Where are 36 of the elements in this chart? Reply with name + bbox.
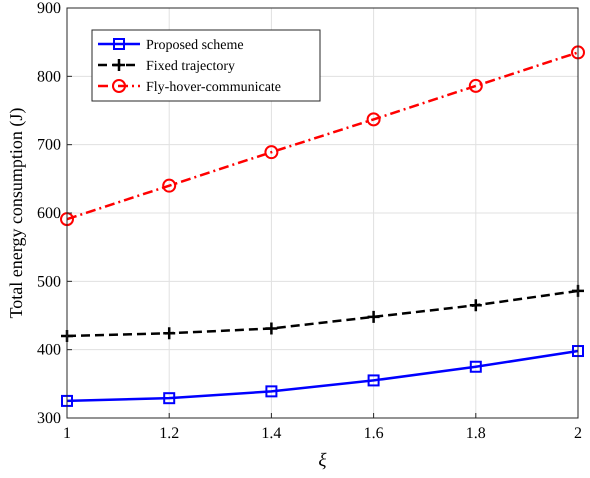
point [470, 360, 482, 373]
point [572, 345, 584, 358]
point [60, 328, 74, 344]
legend-label: Fixed trajectory [146, 59, 236, 74]
point [264, 321, 279, 336]
x-tick-label: 1.6 [364, 425, 384, 442]
point [468, 298, 484, 312]
y-tick-label: 900 [37, 0, 61, 17]
point [366, 112, 381, 126]
point [162, 178, 176, 193]
x-axis-title: ξ [318, 450, 328, 471]
point [366, 310, 381, 324]
y-tick-label: 800 [37, 68, 61, 86]
legend-label: Fly-hover-communicate [146, 80, 282, 95]
x-tick-label: 1 [63, 425, 71, 442]
x-tick-label: 1.8 [466, 425, 486, 442]
point [60, 212, 74, 226]
point [264, 145, 278, 160]
y-tick-label: 500 [37, 273, 61, 290]
point [265, 385, 278, 398]
x-tick-label: 1.4 [261, 425, 282, 442]
y-tick-label: 700 [37, 136, 61, 154]
x-tick-label: 2 [574, 425, 582, 442]
y-tick-label: 300 [37, 410, 61, 427]
y-tick-label: 600 [37, 205, 61, 222]
point [571, 45, 585, 60]
point [368, 374, 380, 386]
point [468, 78, 483, 93]
point [570, 284, 586, 298]
point [61, 394, 73, 407]
point [162, 326, 176, 341]
y-axis-title: Total energy consumption (J) [6, 108, 26, 318]
point [163, 392, 176, 404]
y-tick-label: 400 [37, 342, 61, 359]
x-tick-label: 1.2 [159, 425, 180, 442]
legend-label: Proposed scheme [146, 38, 244, 53]
